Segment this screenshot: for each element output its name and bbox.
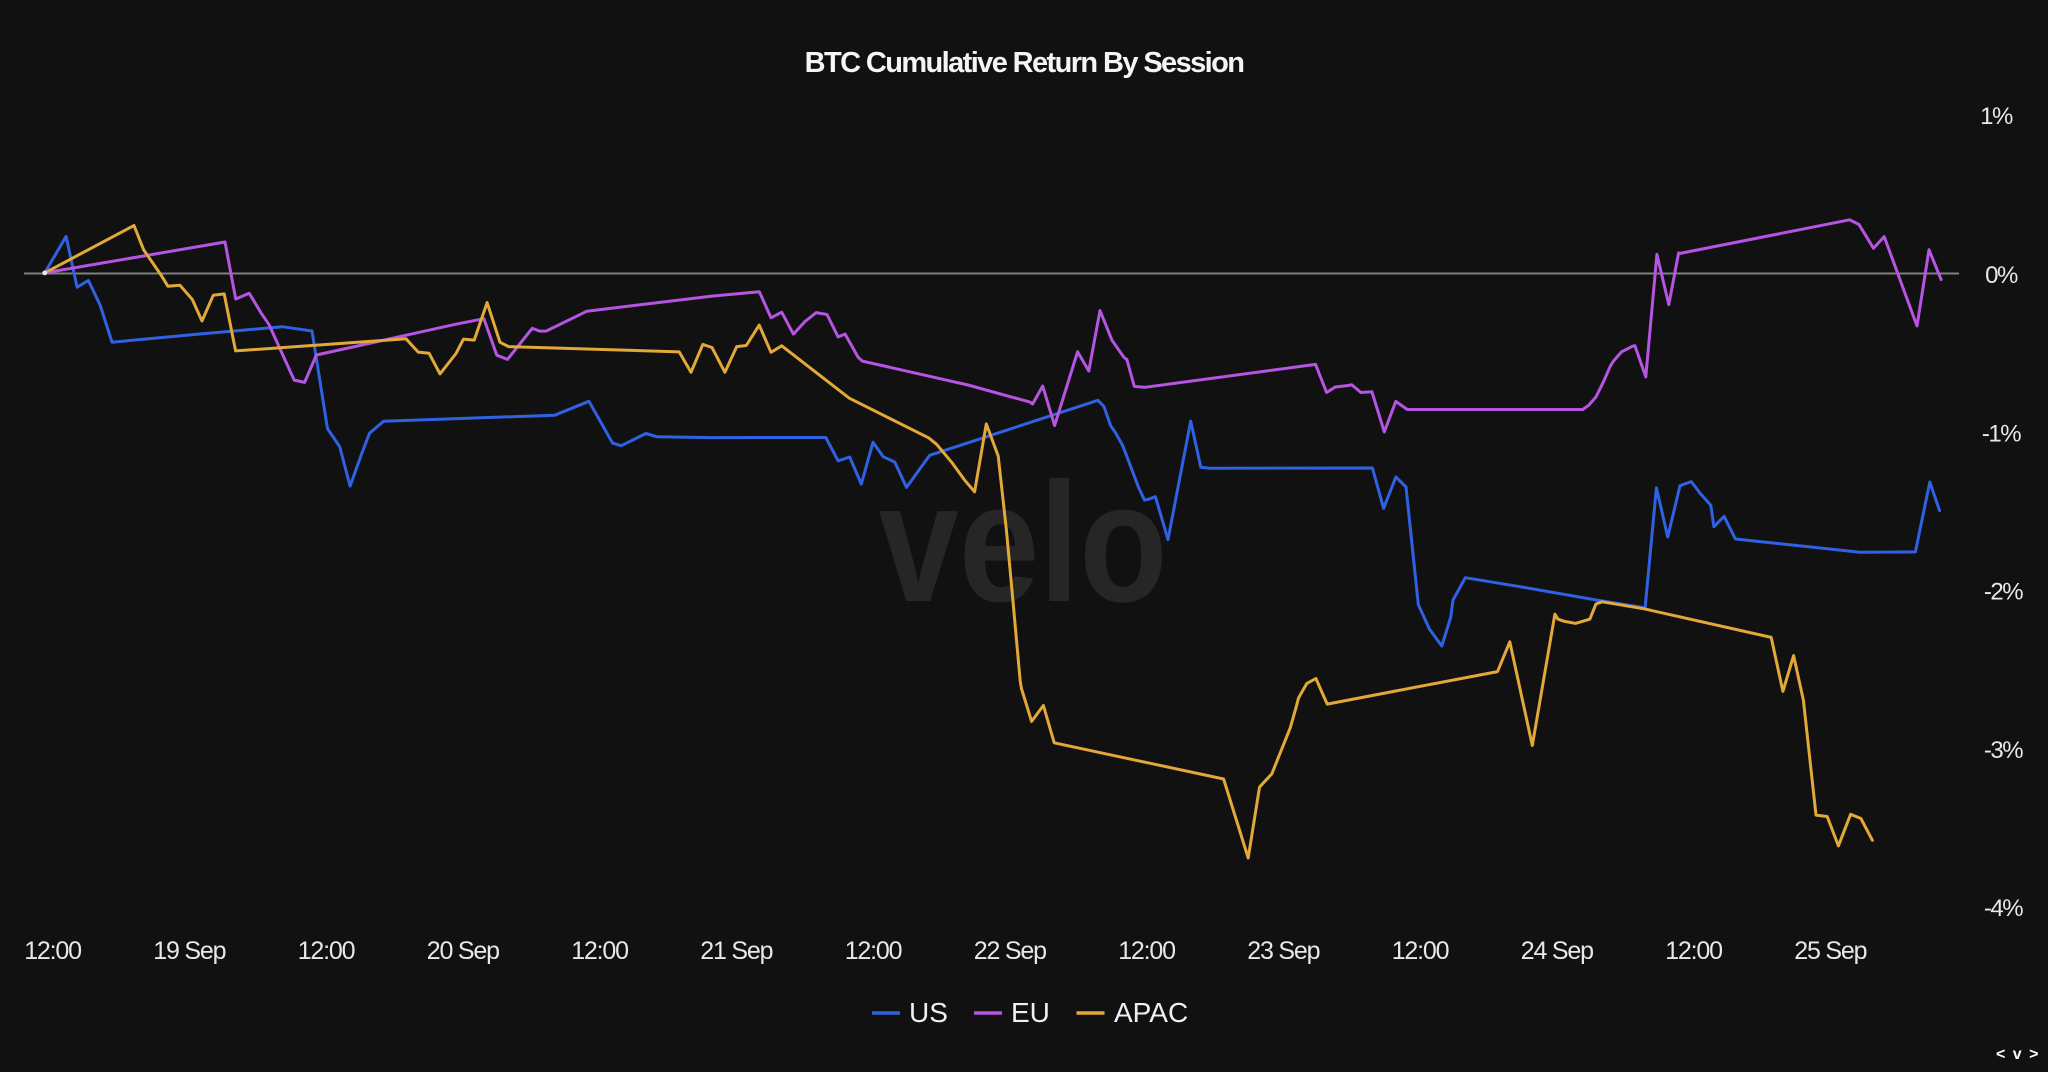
svg-text:-2%: -2% [1984,579,2023,606]
svg-text:25 Sep: 25 Sep [1794,937,1866,965]
svg-text:21 Sep: 21 Sep [700,937,772,965]
svg-text:12:00: 12:00 [571,937,628,965]
svg-text:BTC Cumulative Return By Sessi: BTC Cumulative Return By Session [805,47,1244,79]
svg-text:velo: velo [879,448,1168,638]
svg-text:APAC: APAC [1114,997,1188,1028]
svg-text:12:00: 12:00 [1665,937,1722,965]
svg-text:12:00: 12:00 [298,937,355,965]
svg-text:< v >: < v > [1996,1046,2040,1063]
svg-text:EU: EU [1011,997,1050,1028]
svg-text:19 Sep: 19 Sep [153,937,225,965]
svg-text:-1%: -1% [1982,420,2021,447]
svg-text:23 Sep: 23 Sep [1247,937,1319,965]
svg-text:-4%: -4% [1984,895,2023,922]
svg-text:12:00: 12:00 [24,937,81,965]
svg-text:0%: 0% [1985,262,2018,289]
svg-text:US: US [909,997,948,1028]
svg-text:12:00: 12:00 [1118,937,1175,965]
svg-text:12:00: 12:00 [845,937,902,965]
svg-text:-3%: -3% [1984,737,2023,764]
svg-text:1%: 1% [1980,103,2013,130]
svg-text:24 Sep: 24 Sep [1521,937,1593,965]
svg-text:22 Sep: 22 Sep [974,937,1046,965]
svg-text:20 Sep: 20 Sep [427,937,499,965]
svg-text:12:00: 12:00 [1392,937,1449,965]
